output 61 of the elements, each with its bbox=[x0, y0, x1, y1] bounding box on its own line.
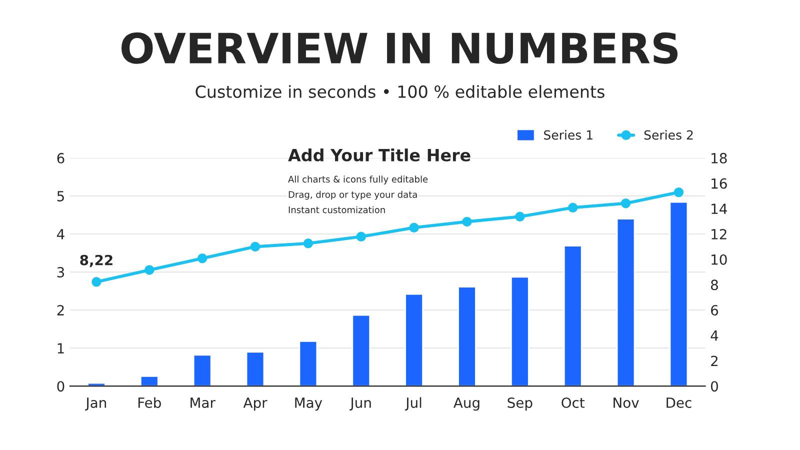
y2-tick-label: 18 bbox=[712, 152, 727, 164]
x-tick-label: Oct bbox=[562, 397, 585, 408]
y-tick-label: 4 bbox=[56, 229, 64, 240]
bar bbox=[140, 376, 159, 386]
y2-tick-label: 0 bbox=[710, 381, 718, 392]
y2-tick-label: 14 bbox=[712, 204, 727, 214]
bar bbox=[298, 340, 318, 386]
y2-tick-label: 12 bbox=[712, 228, 726, 240]
y2-tick-label: 16 bbox=[712, 178, 727, 189]
bar bbox=[192, 354, 212, 386]
bar bbox=[404, 293, 424, 386]
point bbox=[674, 187, 684, 198]
point bbox=[92, 277, 102, 287]
point bbox=[303, 238, 314, 248]
y-tick-label: 0 bbox=[57, 381, 64, 392]
chart-subtitle: Customize in seconds • 100 % editable elements bbox=[196, 85, 604, 98]
chart-title: OVERVIEW IN NUMBERS bbox=[122, 32, 678, 64]
point bbox=[356, 232, 366, 242]
point bbox=[568, 202, 578, 212]
x-tick-label: Aug bbox=[454, 398, 480, 411]
bar bbox=[246, 351, 265, 386]
bar bbox=[352, 314, 371, 386]
bar bbox=[563, 245, 582, 386]
y-tick-label: 1 bbox=[58, 343, 64, 354]
point bbox=[515, 212, 525, 222]
y-tick-label: 5 bbox=[57, 191, 64, 202]
y2-tick-label: 8 bbox=[711, 280, 718, 290]
x-tick-label: Jun bbox=[350, 398, 371, 411]
annotation: Drag, drop or type your data bbox=[288, 190, 417, 200]
x-tick-label: Jul bbox=[404, 397, 422, 411]
point bbox=[250, 242, 260, 252]
annotation: Add Your Title Here bbox=[288, 148, 470, 162]
point bbox=[197, 253, 208, 264]
point bbox=[620, 198, 631, 208]
y2-tick-label: 10 bbox=[712, 254, 727, 265]
y-tick-label: 6 bbox=[57, 152, 64, 164]
legend-label: Series 1 bbox=[544, 130, 592, 140]
bar bbox=[458, 286, 476, 386]
bar bbox=[669, 201, 688, 386]
point bbox=[409, 222, 419, 233]
x-tick-label: Apr bbox=[243, 398, 268, 411]
x-tick-label: Feb bbox=[138, 397, 161, 408]
point bbox=[462, 216, 472, 227]
data-label: 8,22 bbox=[80, 254, 112, 268]
annotation: All charts & icons fully editable bbox=[288, 176, 428, 184]
y2-tick-label: 6 bbox=[711, 305, 718, 316]
y-tick-label: 3 bbox=[57, 266, 64, 278]
x-tick-label: Mar bbox=[190, 398, 216, 408]
y-tick-label: 2 bbox=[57, 305, 64, 316]
point bbox=[144, 265, 154, 275]
x-tick-label: May bbox=[295, 398, 322, 411]
annotation: Instant customization bbox=[288, 206, 385, 214]
x-tick-label: Jan bbox=[85, 398, 106, 411]
x-tick-label: Dec bbox=[666, 398, 692, 408]
bar bbox=[510, 276, 530, 386]
y2-tick-label: 4 bbox=[710, 330, 718, 341]
x-tick-label: Sep bbox=[508, 397, 532, 411]
legend-label: Series 2 bbox=[644, 130, 693, 140]
x-tick-label: Nov bbox=[614, 398, 639, 408]
y2-tick-label: 2 bbox=[711, 356, 718, 366]
bar bbox=[616, 218, 636, 386]
